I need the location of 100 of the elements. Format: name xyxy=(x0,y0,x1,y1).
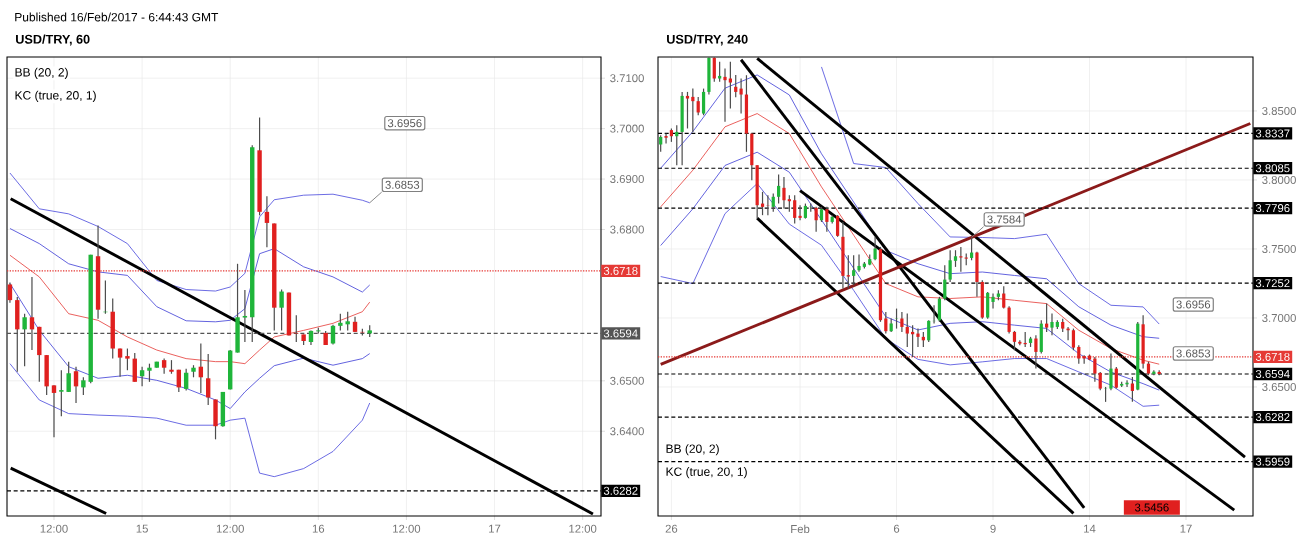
line-series xyxy=(9,363,371,478)
candlestick xyxy=(777,173,781,205)
ref-line-label: 3.6594 xyxy=(603,329,638,338)
x-tick-label: 12:00 xyxy=(569,524,597,533)
candlestick xyxy=(1098,371,1102,391)
candlestick xyxy=(857,253,861,273)
candlestick xyxy=(696,96,700,116)
candlestick xyxy=(117,347,123,378)
candlestick xyxy=(1071,327,1076,351)
y-tick-label: 3.7000 xyxy=(610,124,644,133)
y-tick-label: 3.8500 xyxy=(1262,106,1296,115)
x-tick-label: 12:00 xyxy=(40,524,68,533)
line-series xyxy=(660,74,1160,339)
candlestick xyxy=(991,292,995,310)
text: Published 16/Feb/2017 - 6:44:43 GMT xyxy=(15,12,219,22)
ref-line-label: 3.7252 xyxy=(1255,279,1290,288)
candlestick xyxy=(205,353,211,406)
candlestick xyxy=(852,254,856,286)
candlestick xyxy=(1114,366,1118,390)
candlestick xyxy=(51,384,57,438)
candlestick xyxy=(66,361,71,393)
line-series xyxy=(660,151,1160,391)
candlestick xyxy=(1050,312,1054,336)
x-tick-label: 14 xyxy=(1084,524,1096,533)
x-tick-label: 17 xyxy=(489,524,501,533)
candlestick xyxy=(279,288,284,331)
x-tick-label: 26 xyxy=(665,524,678,533)
annotation: KC (true, 20, 1) xyxy=(15,90,96,102)
candlestick xyxy=(959,246,963,273)
y-tick-label: 3.6800 xyxy=(610,225,644,234)
candlestick xyxy=(1012,330,1017,351)
annotation: BB (20, 2) xyxy=(666,444,719,456)
line-series xyxy=(9,228,371,323)
candlestick xyxy=(728,61,732,110)
annotation: KC (true, 20, 1) xyxy=(666,467,747,479)
candlestick xyxy=(814,206,818,233)
candlestick xyxy=(927,319,931,343)
candlestick xyxy=(835,214,840,238)
candlestick xyxy=(718,61,722,83)
candlestick xyxy=(734,74,738,98)
candlestick xyxy=(1034,334,1038,370)
candlestick xyxy=(793,194,797,225)
x-tick-label: 12:00 xyxy=(393,524,421,533)
candlestick xyxy=(1077,344,1081,365)
candlestick xyxy=(739,77,743,115)
annotation: 3.6956 xyxy=(387,119,422,128)
y-tick-label: 3.7500 xyxy=(1262,244,1296,253)
x-tick-label: 16 xyxy=(312,524,325,533)
candlestick xyxy=(685,91,690,130)
candlestick xyxy=(846,254,850,290)
annotation: 3.6853 xyxy=(385,180,420,189)
candlestick xyxy=(125,347,130,371)
candlestick xyxy=(7,281,13,304)
y-tick-label: 3.7000 xyxy=(1262,313,1296,322)
ref-line-label: 3.6282 xyxy=(1255,413,1290,422)
candlestick xyxy=(723,67,727,123)
x-tick-label: 9 xyxy=(990,524,996,533)
candlestick xyxy=(873,236,877,261)
candlestick xyxy=(943,264,947,301)
annotation: 3.6853 xyxy=(1176,349,1211,358)
candlestick xyxy=(916,327,920,348)
x-tick-label: 12:00 xyxy=(216,524,244,533)
ref-line-label: 3.7796 xyxy=(1255,204,1290,213)
candlestick xyxy=(948,249,952,283)
ref-line-label: 3.6718 xyxy=(1255,352,1290,361)
candlestick xyxy=(1093,356,1097,383)
x-tick-label: Feb xyxy=(791,524,810,534)
chart-title: USD/TRY, 240 xyxy=(667,34,748,46)
candlestick xyxy=(905,312,909,348)
candlestick xyxy=(132,352,137,383)
line-series xyxy=(9,172,371,292)
chart-title: USD/TRY, 60 xyxy=(16,34,90,46)
y-tick-label: 3.8000 xyxy=(1262,175,1296,184)
y-tick-label: 3.6900 xyxy=(610,175,644,184)
line-series xyxy=(660,183,1160,407)
ref-line-label: 3.6718 xyxy=(603,266,638,275)
candlestick xyxy=(664,132,668,145)
candlestick xyxy=(73,366,79,404)
ref-line-label: 3.6594 xyxy=(1255,369,1290,378)
x-tick-label: 6 xyxy=(893,524,900,533)
candlestick xyxy=(798,204,802,221)
annotation: BB (20, 2) xyxy=(15,67,68,79)
annotation: 3.7584 xyxy=(987,215,1022,224)
candlestick xyxy=(147,363,152,383)
y-tick-label: 3.6500 xyxy=(610,376,644,385)
candlestick xyxy=(1002,285,1006,310)
candlestick xyxy=(900,311,904,333)
candlestick xyxy=(183,368,189,391)
candlestick xyxy=(701,88,706,116)
x-tick-label: 17 xyxy=(1180,524,1192,533)
line-series xyxy=(9,283,371,409)
y-tick-label: 3.6500 xyxy=(1262,382,1296,391)
ref-line-label: 3.8085 xyxy=(1255,164,1290,173)
ref-line-label: 3.8337 xyxy=(1255,129,1290,138)
y-tick-label: 3.6400 xyxy=(610,427,644,436)
line-series xyxy=(821,66,1160,325)
candlestick xyxy=(825,206,829,233)
candlestick xyxy=(937,296,942,323)
x-tick-label: 15 xyxy=(136,524,148,533)
candlestick xyxy=(712,56,716,83)
